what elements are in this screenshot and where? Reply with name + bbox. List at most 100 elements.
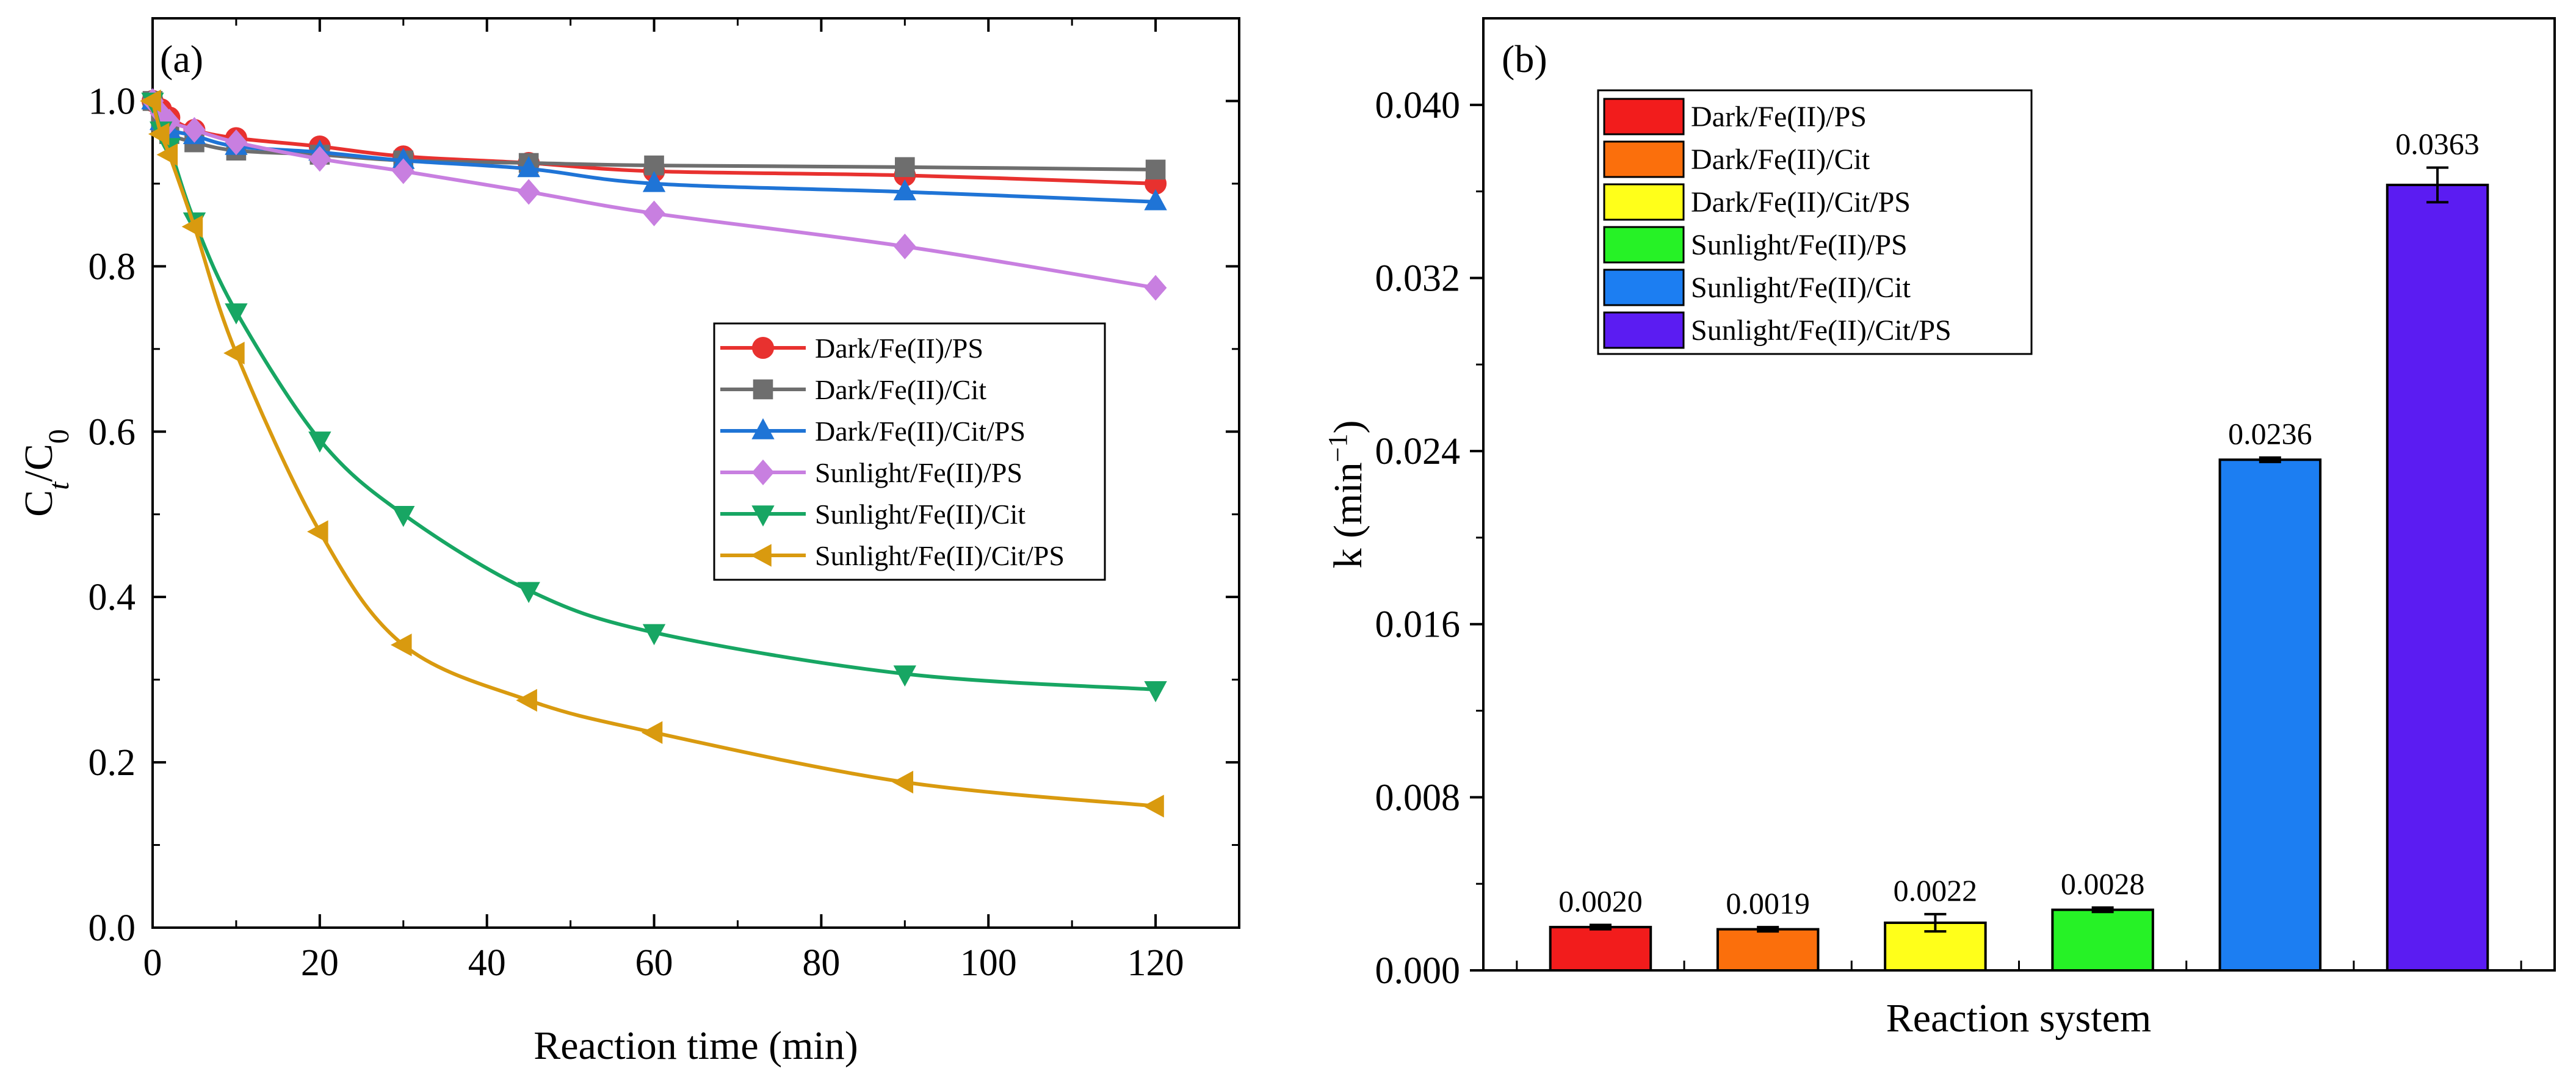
y-tick-label: 0.6	[89, 411, 136, 453]
bar-group: 0.0236	[2218, 417, 2322, 972]
bar	[1716, 928, 1820, 972]
legend-swatch	[1603, 226, 1685, 264]
legend-entry: Dark/Fe(II)/Cit/PS	[1603, 183, 1911, 221]
data-point	[641, 721, 663, 745]
legend-label: Sunlight/Fe(II)/Cit	[815, 499, 1026, 530]
y-tick-label: 0.016	[1375, 604, 1461, 646]
y-tick-label: 0.008	[1375, 777, 1461, 818]
legend-label: Dark/Fe(II)/Cit	[1691, 143, 1870, 176]
legend-entry: Sunlight/Fe(II)/PS	[1603, 226, 1908, 264]
legend-swatch	[1603, 311, 1685, 349]
x-tick-label: 0	[143, 942, 162, 984]
bar	[2218, 458, 2322, 972]
legend-entry: Sunlight/Fe(II)/Cit	[720, 499, 1026, 530]
legend-marker	[751, 459, 775, 486]
legend-label: Dark/Fe(II)/Cit/PS	[1691, 186, 1911, 218]
data-point	[308, 146, 331, 172]
data-point	[642, 624, 666, 646]
legend-label: Sunlight/Fe(II)/Cit/PS	[1691, 314, 1952, 347]
y-tick-label: 0.2	[89, 742, 136, 784]
data-point	[1144, 275, 1167, 301]
legend-label: Sunlight/Fe(II)/Cit	[1691, 272, 1911, 304]
panel-b-legend: Dark/Fe(II)/PS Dark/Fe(II)/Cit Dark/Fe(II)…	[1597, 89, 2033, 355]
legend-label: Sunlight/Fe(II)/Cit/PS	[815, 540, 1065, 571]
panel-b-label: (b)	[1502, 37, 1547, 81]
data-point	[642, 171, 666, 192]
panel-b-bar-chart: (b) 0.000 0.008 0.016 0.024 0.032 0.040 0.002…	[1323, 17, 2556, 1041]
legend-label: Dark/Fe(II)/Cit/PS	[815, 416, 1026, 447]
data-point	[893, 665, 916, 687]
series-line	[151, 99, 1156, 290]
data-point	[390, 633, 412, 657]
bar-value-label: 0.0020	[1558, 884, 1643, 918]
panel-a-line-chart: (a) 0 20 40 60 80 100 120 0.0 0.2 0.4 0.6 0.8 1.0 Re…	[16, 17, 1240, 1068]
x-tick-label: 20	[301, 942, 339, 984]
x-tick-label: 120	[1127, 942, 1184, 984]
panel-a-legend: Dark/Fe(II)/PS Dark/Fe(II)/Cit Dark/Fe(II)…	[713, 322, 1106, 581]
legend-entry: Sunlight/Fe(II)/Cit/PS	[1603, 311, 1952, 349]
legend-swatch	[1603, 183, 1685, 221]
series-3	[141, 88, 1167, 301]
bar-group: 0.0022	[1884, 873, 1987, 972]
panel-a-series	[140, 88, 1167, 818]
data-point	[140, 89, 161, 113]
y-tick-label: 0.024	[1375, 431, 1461, 472]
bar-value-label: 0.0022	[1894, 873, 1978, 908]
legend-entry: Dark/Fe(II)/Cit	[1603, 140, 1870, 178]
legend-marker	[750, 544, 772, 567]
bar-group: 0.0363	[2386, 127, 2489, 972]
legend-swatch	[1603, 140, 1685, 178]
legend-label: Dark/Fe(II)/PS	[1691, 101, 1867, 133]
data-point	[893, 179, 916, 201]
legend-entry: Sunlight/Fe(II)/Cit	[1603, 269, 1911, 306]
bar	[2051, 908, 2154, 972]
y-tick-label: 0.8	[89, 246, 136, 287]
series-line	[151, 100, 1156, 204]
data-point	[223, 341, 245, 365]
bar	[2386, 184, 2489, 972]
legend-entry: Sunlight/Fe(II)/Cit/PS	[720, 540, 1065, 571]
data-point	[183, 117, 206, 143]
data-point	[1145, 159, 1166, 180]
x-tick-label: 80	[802, 942, 840, 984]
data-point	[225, 303, 248, 325]
legend-marker	[752, 337, 774, 359]
y-tick-label: 0.4	[89, 577, 136, 618]
y-tick-label: 0.040	[1375, 85, 1461, 126]
panel-a-legend-box	[713, 322, 1106, 581]
data-point	[308, 431, 331, 453]
data-point	[392, 505, 415, 527]
series-5	[140, 89, 1164, 818]
legend-entry: Dark/Fe(II)/PS	[1603, 98, 1867, 135]
data-point	[516, 688, 537, 712]
legend-marker	[751, 418, 775, 439]
legend-entry: Dark/Fe(II)/Cit	[720, 374, 986, 405]
panel-a-ticks: 0 20 40 60 80 100 120 0.0 0.2 0.4 0.6 0.8 1.0	[89, 17, 1239, 984]
legend-marker	[751, 505, 775, 527]
data-point	[517, 179, 540, 205]
panel-b-bars: 0.0020 0.0019 0.0022 0.0028 0.0236 0.0363	[1549, 127, 2489, 972]
legend-label: Sunlight/Fe(II)/PS	[1691, 229, 1908, 261]
data-point	[893, 233, 916, 259]
data-point	[156, 143, 178, 167]
panel-a-label: (a)	[160, 37, 203, 81]
legend-label: Sunlight/Fe(II)/PS	[815, 457, 1022, 488]
legend-entry: Dark/Fe(II)/PS	[720, 333, 983, 364]
data-point	[181, 215, 203, 239]
bar-group: 0.0020	[1549, 884, 1652, 972]
bar-value-label: 0.0019	[1726, 886, 1810, 920]
data-point	[517, 156, 540, 178]
legend-entry: Dark/Fe(II)/Cit/PS	[720, 416, 1026, 447]
y-tick-label: 1.0	[89, 81, 136, 122]
y-tick-label: 0.0	[89, 908, 136, 949]
x-tick-label: 40	[468, 942, 506, 984]
legend-entry: Sunlight/Fe(II)/PS	[720, 457, 1022, 488]
panel-b-ticks: 0.000 0.008 0.016 0.024 0.032 0.040	[1375, 85, 2522, 992]
bar-value-label: 0.0363	[2395, 127, 2480, 161]
panel-b-x-axis-title: Reaction system	[1886, 996, 2151, 1041]
data-point	[392, 158, 415, 184]
legend-marker	[753, 379, 773, 400]
legend-swatch	[1603, 98, 1685, 135]
bar-group: 0.0028	[2051, 867, 2154, 972]
data-point	[307, 520, 328, 543]
